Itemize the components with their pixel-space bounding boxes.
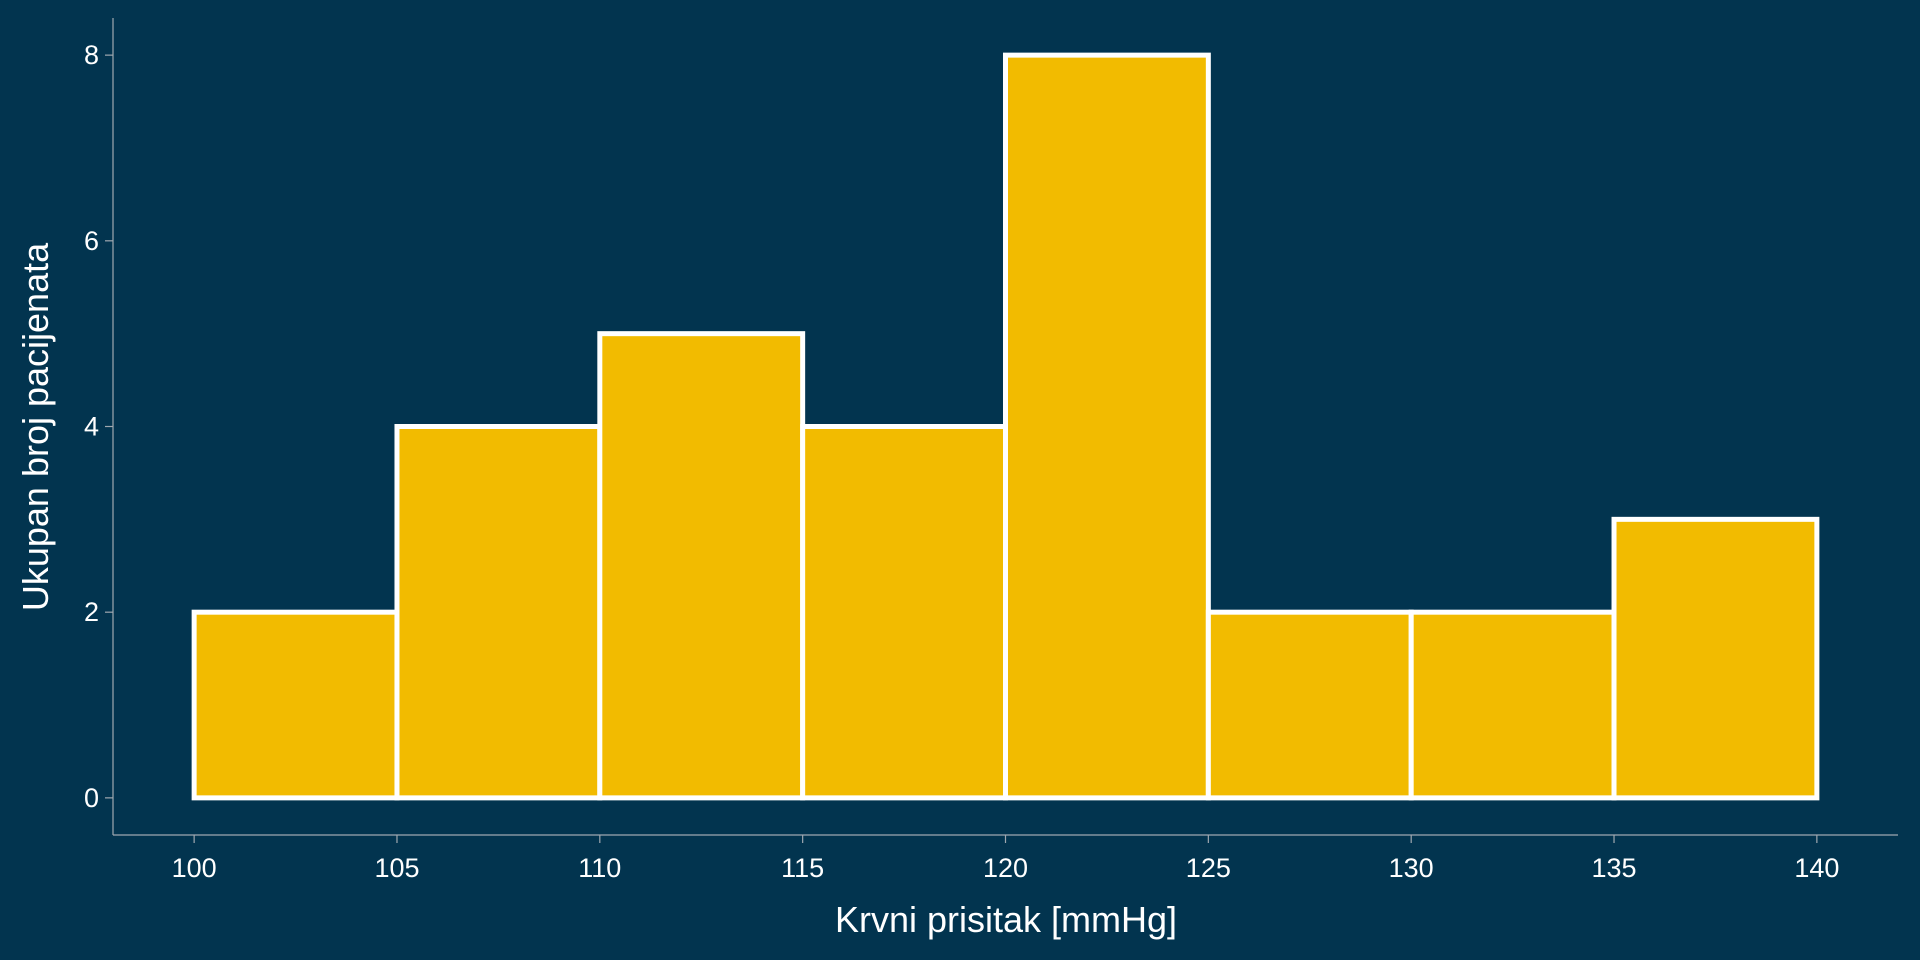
bar [1408, 609, 1617, 801]
y-tick-label: 8 [84, 40, 99, 70]
y-tick-label: 2 [84, 597, 99, 627]
bar [800, 424, 1009, 801]
bar [597, 331, 806, 801]
y-tick-label: 6 [84, 226, 99, 256]
x-tick-label: 125 [1186, 853, 1231, 883]
x-axis-title: Krvni prisitak [mmHg] [835, 899, 1177, 940]
x-tick-label: 110 [578, 853, 621, 883]
x-tick-label: 135 [1591, 853, 1636, 883]
x-tick-label: 130 [1389, 853, 1434, 883]
bar [191, 609, 400, 801]
x-tick-label: 140 [1794, 853, 1839, 883]
bar [394, 424, 603, 801]
y-axis-title: Ukupan broj pacijenata [15, 242, 56, 611]
x-tick-label: 120 [983, 853, 1028, 883]
y-tick-label: 4 [84, 412, 99, 442]
x-tick-label: 105 [374, 853, 419, 883]
x-tick-label: 100 [172, 853, 217, 883]
bar [1611, 516, 1820, 801]
x-tick-label: 115 [781, 853, 824, 883]
bar [1003, 52, 1211, 801]
y-tick-label: 0 [84, 783, 99, 813]
bar [1205, 609, 1414, 801]
